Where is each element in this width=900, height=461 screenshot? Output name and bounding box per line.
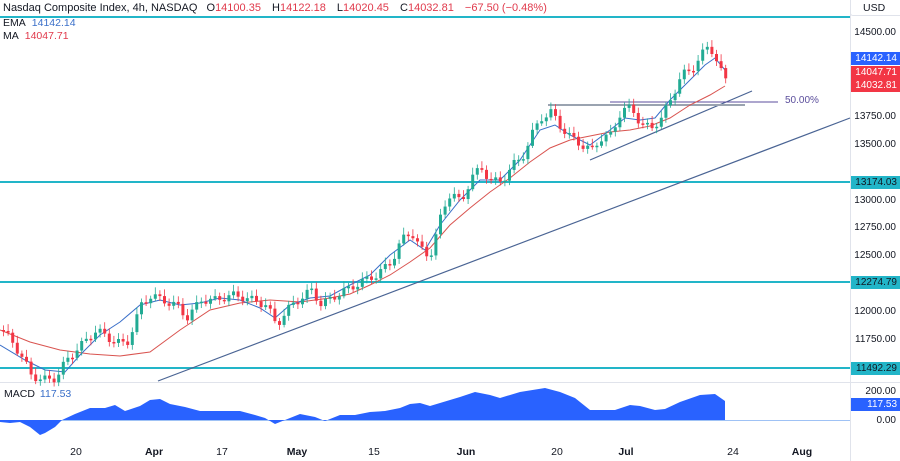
macd-area[interactable] — [0, 388, 725, 435]
time-label: 20 — [70, 446, 82, 458]
trendlines[interactable] — [157, 90, 851, 382]
price-tick: 13000.00 — [854, 195, 896, 206]
macd-tick: 0.00 — [876, 415, 896, 426]
time-label: 20 — [551, 446, 563, 458]
open-value: 14100.35 — [215, 2, 261, 14]
price-tick: 13750.00 — [854, 111, 896, 122]
symbol-title[interactable]: Nasdaq Composite Index, 4h, NASDAQ — [3, 2, 198, 14]
chart-legend: Nasdaq Composite Index, 4h, NASDAQ O1410… — [3, 2, 547, 14]
time-label: Aug — [791, 446, 813, 458]
high-value: 14122.18 — [279, 2, 326, 14]
horizontal-levels[interactable] — [0, 16, 850, 369]
ma-legend[interactable]: MA 14047.71 — [3, 30, 69, 42]
price-tick: 12750.00 — [854, 222, 896, 233]
low-value: 14020.45 — [343, 2, 389, 14]
price-tick: 12500.00 — [854, 250, 896, 261]
level-tag: 12274.79 — [851, 276, 900, 289]
price-tick: 12000.00 — [854, 306, 896, 317]
time-label: May — [286, 446, 308, 458]
close-value: 14032.81 — [407, 2, 454, 14]
price-tick: 14500.00 — [854, 27, 896, 38]
time-label: Jun — [456, 446, 476, 458]
level-tag: 13174.03 — [851, 176, 900, 189]
ema-price-tag: 14142.14 — [851, 52, 900, 65]
ma-line — [0, 85, 726, 357]
macd-legend[interactable]: MACD 117.53 — [4, 388, 72, 400]
level-tag: 11492.29 — [851, 362, 900, 375]
last-price-tag: 14032.81 — [851, 79, 900, 92]
price-tick: 11750.00 — [855, 334, 896, 345]
candlesticks — [2, 40, 728, 387]
time-label: Jul — [618, 446, 634, 458]
ema-legend[interactable]: EMA 14142.14 — [3, 17, 76, 29]
currency-label[interactable]: USD — [850, 0, 900, 16]
time-label: 15 — [368, 446, 380, 458]
macd-tick: 200.00 — [865, 386, 896, 397]
time-label: Apr — [144, 446, 164, 458]
change-value: −67.50 (−0.48%) — [464, 2, 547, 14]
ema-line — [0, 57, 726, 373]
price-tick: 13500.00 — [854, 139, 896, 150]
ma-price-tag: 14047.71 — [851, 66, 900, 79]
time-label: 17 — [216, 446, 228, 458]
macd-value-tag: 117.53 — [851, 398, 900, 411]
fib-label: 50.00% — [785, 95, 819, 106]
time-label: 24 — [727, 446, 739, 458]
